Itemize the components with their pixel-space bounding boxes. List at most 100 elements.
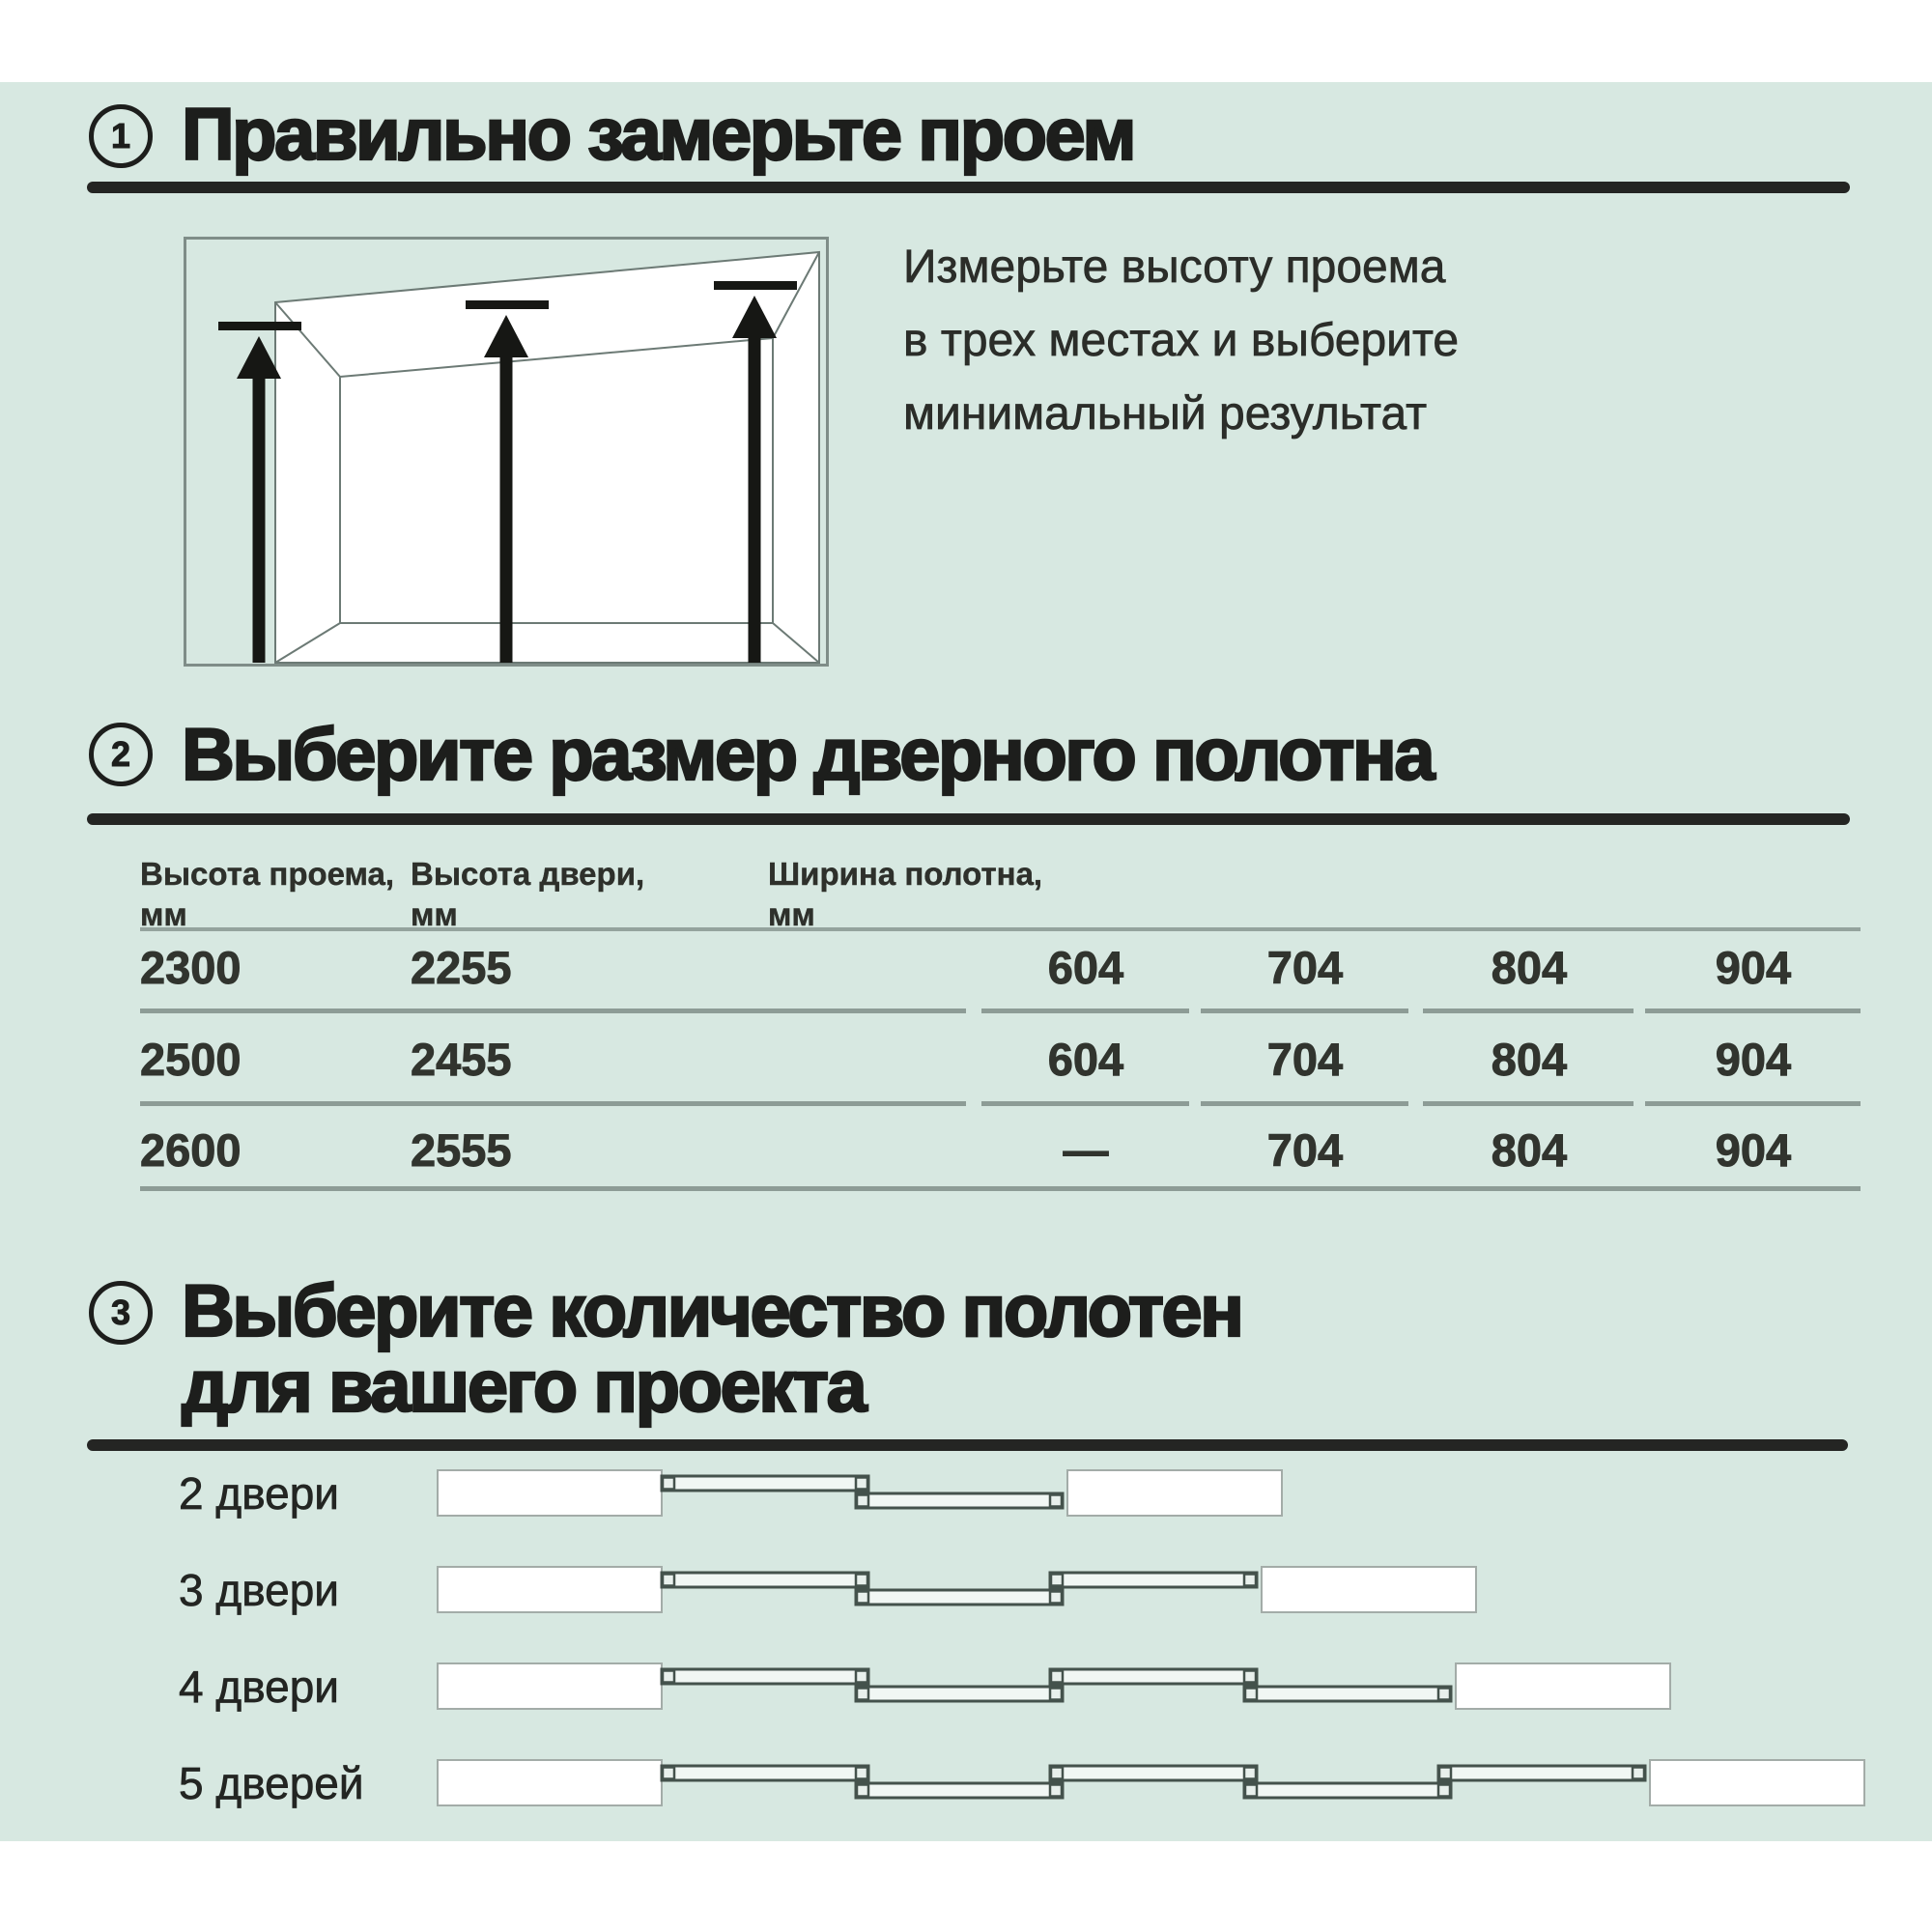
cell-panel-width: 804: [1491, 1034, 1568, 1086]
reveal-edge-bottom-right: [772, 622, 820, 664]
doors-top-view-diagram: [437, 1759, 1865, 1806]
roller-square: [1631, 1766, 1646, 1780]
roller-square: [1242, 1573, 1258, 1587]
roller-square: [661, 1766, 676, 1780]
roller-square: [855, 1783, 870, 1798]
section-2-rule: [87, 813, 1850, 825]
roller-square: [855, 1687, 870, 1701]
column-header-line: Ширина полотна,: [768, 856, 1043, 892]
door-leaf: [1048, 1667, 1259, 1686]
cell-opening-height: 2600: [140, 1124, 242, 1177]
table-row-separator: [981, 1101, 1189, 1106]
roller-square: [1437, 1766, 1453, 1780]
table-header-divider: [140, 927, 1861, 931]
step-1-number: 1: [110, 116, 131, 156]
roller-square: [1242, 1669, 1258, 1684]
door-leaf: [1242, 1781, 1453, 1800]
door-count-label: 2 двери: [179, 1468, 340, 1520]
roller-square: [1049, 1669, 1065, 1684]
roller-square: [854, 1573, 869, 1587]
cell-panel-width: 904: [1715, 1124, 1792, 1177]
cell-door-height: 2555: [411, 1124, 512, 1177]
wall-panel-right: [1066, 1469, 1283, 1517]
door-leaf: [1048, 1571, 1259, 1589]
wall-panel-left: [437, 1469, 663, 1517]
door-count-label: 5 дверей: [179, 1758, 364, 1809]
door-count-label: 3 двери: [179, 1565, 340, 1616]
cell-panel-width: 704: [1266, 942, 1344, 994]
column-header-line: мм: [768, 896, 815, 932]
cell-panel-width: 804: [1491, 1124, 1568, 1177]
roller-square: [1048, 1493, 1064, 1508]
step-3-number: 3: [110, 1293, 131, 1333]
roller-square: [661, 1476, 676, 1491]
door-leaf: [660, 1764, 870, 1782]
column-header-door-height: Высота двери, мм: [411, 854, 645, 935]
door-leaf: [660, 1571, 870, 1589]
measure-arrow-right: [714, 281, 797, 663]
doors-top-view-diagram: [437, 1469, 1283, 1517]
measure-instruction-line-3: минимальный результат: [903, 388, 1428, 440]
roller-square: [1049, 1766, 1065, 1780]
step-2-number-badge: 2: [89, 723, 153, 786]
cell-panel-width: 804: [1491, 942, 1568, 994]
cell-panel-width-unavailable: —: [1063, 1124, 1109, 1177]
roller-square: [854, 1669, 869, 1684]
roller-square: [1436, 1687, 1452, 1701]
door-leaf: [660, 1667, 870, 1686]
column-header-line: Высота проема,: [140, 856, 395, 892]
table-row-separator: [140, 1009, 966, 1013]
section-3-rule: [87, 1439, 1848, 1451]
wall-panel-right: [1261, 1566, 1477, 1613]
doors-top-view-diagram: [437, 1662, 1671, 1710]
wall-panel-right: [1649, 1759, 1865, 1806]
cell-door-height: 2455: [411, 1034, 512, 1086]
column-header-opening-height: Высота проема, мм: [140, 854, 394, 935]
roller-square: [1243, 1783, 1259, 1798]
column-header-panel-width: Ширина полотна, мм: [768, 854, 1042, 935]
column-header-line: Высота двери,: [411, 856, 645, 892]
cell-opening-height: 2300: [140, 942, 242, 994]
table-row-separator: [1201, 1009, 1408, 1013]
door-leaf: [854, 1588, 1065, 1606]
door-leaf: [854, 1492, 1065, 1510]
wall-panel-left: [437, 1662, 663, 1710]
table-row-separator: [1423, 1009, 1634, 1013]
door-leaf: [1436, 1764, 1647, 1782]
table-row-separator: [981, 1009, 1189, 1013]
cell-panel-width: 704: [1266, 1124, 1344, 1177]
cell-door-height: 2255: [411, 942, 512, 994]
door-leaf: [660, 1474, 870, 1492]
door-leaf: [1242, 1685, 1453, 1703]
column-header-line: мм: [411, 896, 458, 932]
section-3-title-line-1: Выберите количество полотен: [181, 1270, 1245, 1352]
wall-panel-left: [437, 1566, 663, 1613]
table-row-separator: [140, 1101, 966, 1106]
door-count-label: 4 двери: [179, 1662, 340, 1713]
table-row-separator: [1645, 1009, 1861, 1013]
door-leaf: [1048, 1764, 1259, 1782]
roller-square: [1242, 1766, 1258, 1780]
reveal-edge-top-right: [772, 251, 820, 339]
cell-panel-width: 604: [1047, 942, 1124, 994]
step-2-number: 2: [110, 734, 131, 775]
section-1-title: Правильно замерьте проем: [181, 94, 1138, 176]
illustration-frame: [184, 237, 829, 667]
wall-panel-right: [1455, 1662, 1671, 1710]
measure-arrow-middle: [466, 300, 549, 663]
table-row-separator: [1423, 1101, 1634, 1106]
roller-square: [1436, 1783, 1452, 1798]
table-row-separator: [1201, 1101, 1408, 1106]
roller-square: [661, 1669, 676, 1684]
cell-panel-width: 704: [1266, 1034, 1344, 1086]
cell-panel-width: 604: [1047, 1034, 1124, 1086]
roller-square: [854, 1766, 869, 1780]
measure-instruction-line-1: Измерьте высоту проема: [903, 242, 1446, 294]
section-1-rule: [87, 182, 1850, 193]
wall-panel-left: [437, 1759, 663, 1806]
roller-square: [661, 1573, 676, 1587]
roller-square: [1048, 1783, 1064, 1798]
step-3-number-badge: 3: [89, 1281, 153, 1345]
door-leaf: [854, 1685, 1065, 1703]
